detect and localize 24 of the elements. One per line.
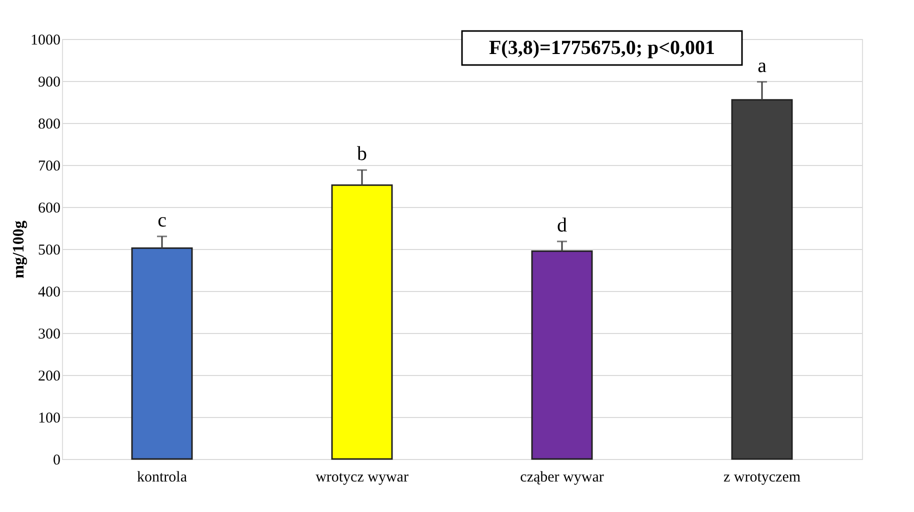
- y-tick-label: 700: [38, 158, 60, 174]
- y-tick-label: 400: [38, 284, 60, 300]
- x-tick-label: cząber wywar: [520, 470, 604, 486]
- y-tick-label: 600: [38, 200, 60, 216]
- y-tick-label: 900: [38, 74, 60, 90]
- x-tick-label: wrotycz wywar: [316, 470, 408, 486]
- y-tick-label: 800: [38, 116, 60, 132]
- y-axis-title: mg/100g: [10, 220, 28, 278]
- annotation: d: [557, 214, 567, 236]
- x-tick-label: kontrola: [137, 470, 188, 486]
- bar: [531, 250, 593, 460]
- bar: [131, 247, 193, 460]
- y-tick-label: 500: [38, 242, 60, 258]
- annotation: c: [158, 209, 167, 232]
- x-tick-label: z wrotyczem: [723, 470, 801, 486]
- y-tick-label: 300: [38, 326, 60, 342]
- y-tick-label: 200: [38, 368, 60, 384]
- y-tick-label: 1000: [30, 32, 60, 48]
- bar: [331, 184, 393, 460]
- y-tick-label: 100: [38, 410, 60, 426]
- y-tick-label: 0: [53, 452, 60, 468]
- annotation: a: [758, 54, 767, 77]
- annotation: b: [357, 143, 367, 166]
- annotation: F(3,8)=1775675,0; p<0,001: [488, 37, 716, 59]
